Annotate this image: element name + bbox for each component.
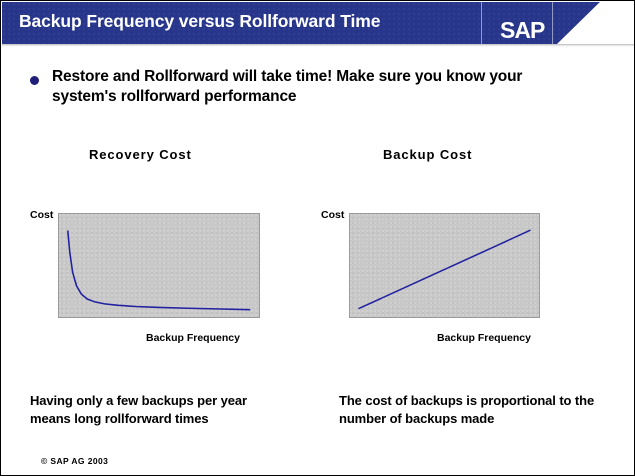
chart-title-backup-cost: Backup Cost [383, 147, 473, 162]
backup-cost-line-svg [358, 229, 531, 310]
recovery-cost-curve [67, 230, 251, 311]
header-divider-left [481, 2, 482, 44]
bullet-list: Restore and Rollforward will take time! … [30, 67, 550, 108]
recovery-cost-curve-svg [67, 230, 251, 311]
backup-cost-line [358, 229, 531, 310]
chart-ylabel-recovery-cost: Cost [30, 209, 54, 221]
caption-left: Having only a few backups per year means… [30, 393, 247, 426]
bullet-dot-icon [30, 76, 39, 85]
chart-ylabel-backup-cost: Cost [321, 209, 345, 221]
chart-title-recovery-cost: Recovery Cost [89, 147, 192, 162]
chart-xlabel-recovery-cost: Backup Frequency [146, 332, 240, 344]
header-shadow-line [2, 44, 634, 47]
header-divider-right [552, 2, 553, 44]
bullet-item-text: Restore and Rollforward will take time! … [52, 68, 523, 106]
chart-plot-recovery-cost [58, 213, 260, 318]
copyright-footer: © SAP AG 2003 [41, 456, 109, 466]
chart-plot-backup-cost [349, 213, 540, 318]
header-diagonal-notch [557, 2, 634, 44]
slide-header-band: Backup Frequency versus Rollforward Time… [2, 2, 634, 44]
page-title: Backup Frequency versus Rollforward Time [19, 11, 381, 31]
sap-logo: SAP [500, 17, 545, 43]
caption-right: The cost of backups is proportional to t… [339, 393, 595, 426]
chart-xlabel-backup-cost: Backup Frequency [437, 332, 531, 344]
